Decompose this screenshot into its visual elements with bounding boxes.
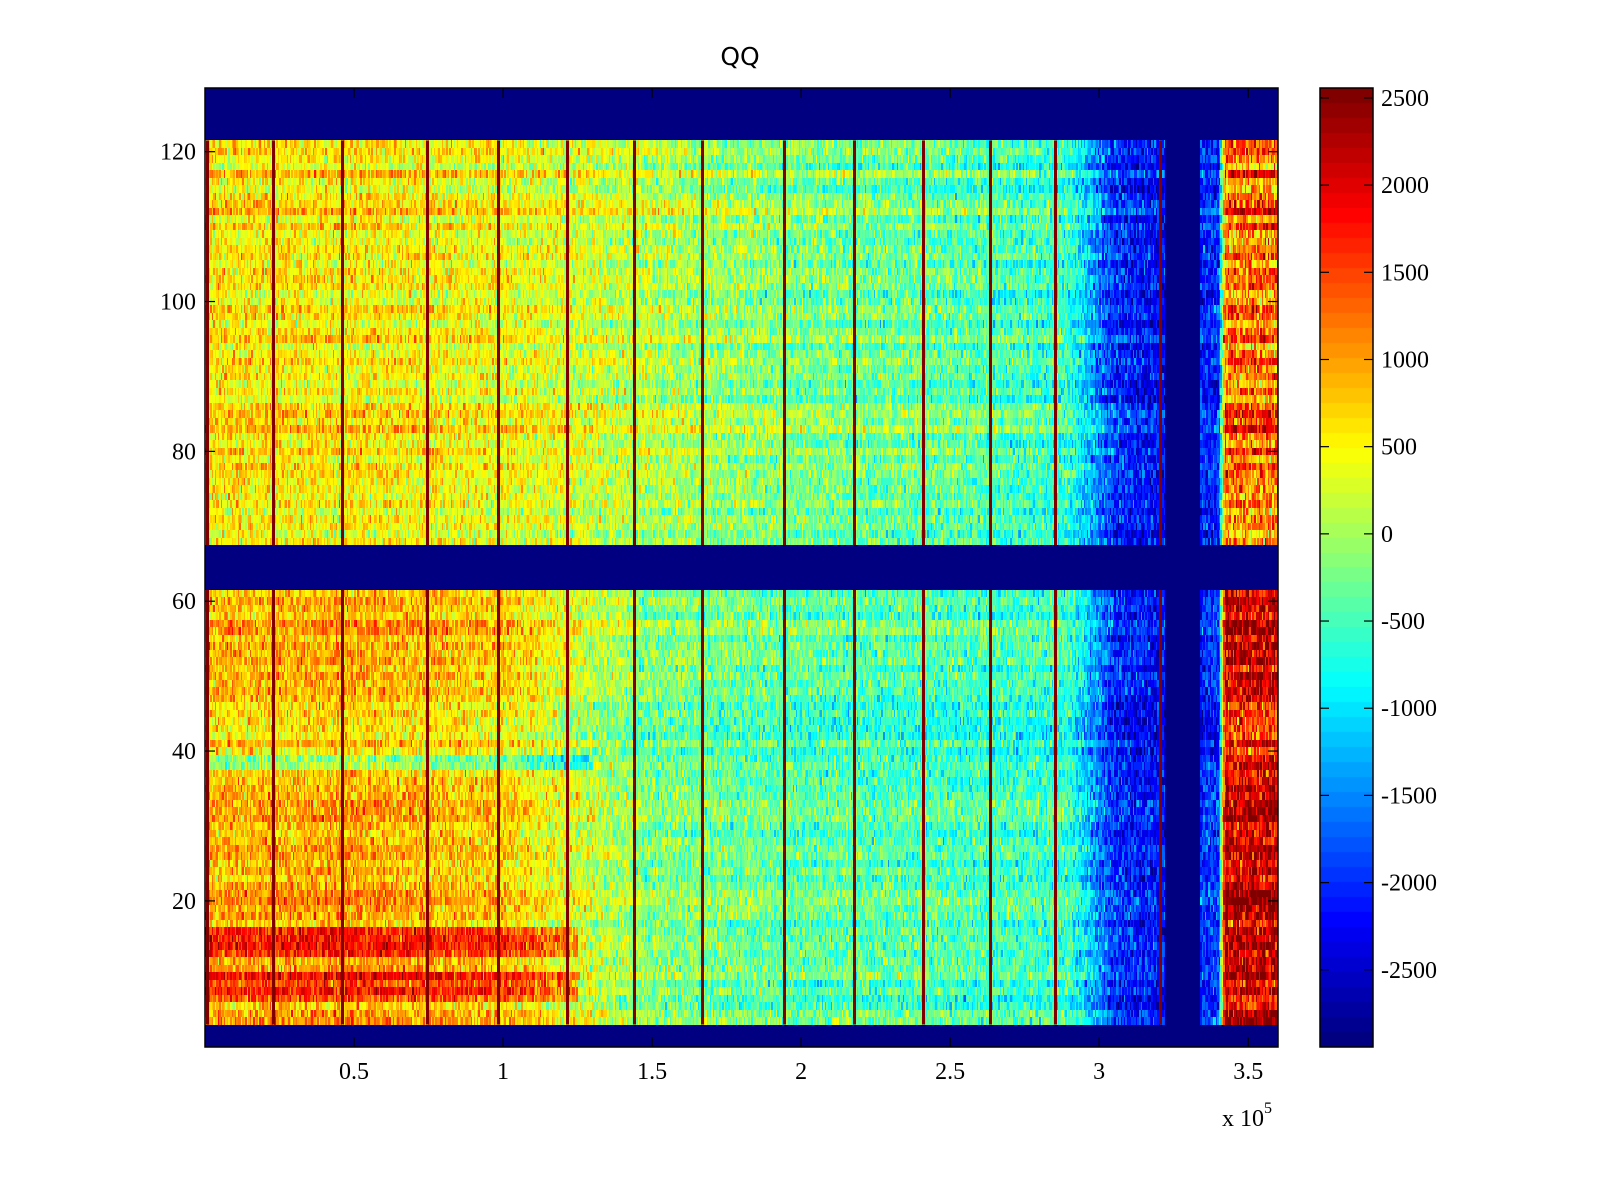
y-tick-label: 20 [172, 889, 196, 915]
plot-frame [204, 87, 1279, 1048]
heatmap-image [205, 88, 1278, 1047]
x-axis: 0.5 1 1.5 2 2.5 3 3.5 [339, 88, 1263, 1085]
x-tick-label: 3.5 [1233, 1059, 1263, 1085]
colorbar-tick-label: -1500 [1381, 783, 1437, 809]
colorbar-tick-label: -1000 [1381, 696, 1437, 722]
y-tick-label: 120 [160, 140, 196, 166]
x-tick-label: 1 [497, 1059, 509, 1085]
x-multiplier-exponent: 5 [1264, 1100, 1272, 1117]
colorbar-tick-label: 500 [1381, 435, 1417, 461]
y-tick-label: 60 [172, 589, 196, 615]
chart-title: QQ [720, 42, 760, 71]
colorbar-tick-label: -500 [1381, 609, 1425, 635]
y-axis: 20 40 60 80 100 120 [160, 140, 1278, 915]
colorbar-tick-label: 1500 [1381, 260, 1429, 286]
colorbar [1320, 88, 1373, 1047]
colorbar-frame [1319, 87, 1374, 1048]
x-tick-label: 2 [795, 1059, 807, 1085]
y-tick-label: 100 [160, 290, 196, 316]
x-tick-label: 2.5 [935, 1059, 965, 1085]
x-tick-label: 0.5 [339, 1059, 369, 1085]
x-tick-label: 3 [1093, 1059, 1105, 1085]
colorbar-tick-label: 2500 [1381, 86, 1429, 112]
colorbar-tick-label: 1000 [1381, 347, 1429, 373]
x-tick-label: 1.5 [637, 1059, 667, 1085]
y-tick-label: 40 [172, 739, 196, 765]
colorbar-tick-label: -2500 [1381, 958, 1437, 984]
colorbar-tick-label: 2000 [1381, 173, 1429, 199]
x-multiplier-base: x 10 [1222, 1106, 1264, 1132]
y-tick-label: 80 [172, 439, 196, 465]
colorbar-axis: 2500 2000 1500 1000 500 0 -500 -1000 -1500 -2000 -… [1320, 86, 1437, 984]
x-multiplier-label: x 105 [1222, 1100, 1272, 1133]
colorbar-tick-label: 0 [1381, 522, 1393, 548]
colorbar-tick-label: -2000 [1381, 871, 1437, 897]
